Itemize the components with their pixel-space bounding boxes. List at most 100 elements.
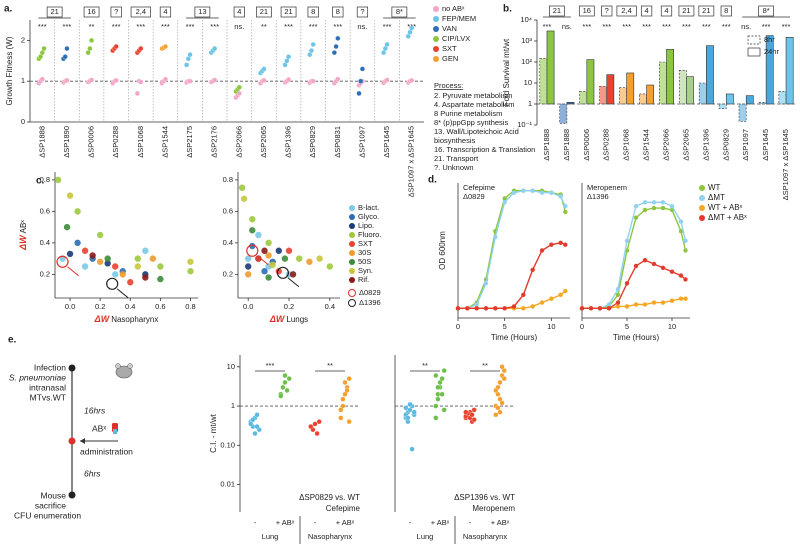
y-tick-label: 0.4	[40, 238, 50, 247]
significance-label: ***	[38, 22, 47, 31]
group-label: Lung	[417, 532, 434, 541]
bar	[619, 87, 627, 105]
data-point	[338, 415, 344, 421]
process-label: 8	[311, 7, 315, 16]
y-axis-label-part: ΔW	[18, 234, 28, 251]
series-line	[582, 207, 687, 310]
x-tick-label: ΔSP2066	[661, 129, 670, 161]
data-point	[660, 300, 666, 305]
significance-label: ***	[622, 22, 631, 31]
data-point	[66, 192, 74, 199]
bar	[698, 82, 707, 105]
bar	[626, 72, 635, 105]
data-point	[254, 424, 260, 430]
data-point	[212, 77, 218, 83]
data-point	[261, 268, 268, 275]
diagram-text: ABˣ	[92, 423, 106, 433]
data-point	[683, 277, 688, 282]
annotation: Meropenem	[587, 183, 627, 192]
y-tick-label: 0	[21, 117, 25, 126]
data-point	[66, 250, 74, 258]
x-axis-label-part: ΔW	[269, 314, 286, 324]
legend-label: 50S	[358, 257, 371, 266]
x-tick-label: -	[409, 518, 412, 527]
data-point	[74, 208, 81, 215]
legend-label: ΔMT	[708, 193, 725, 202]
process-box	[660, 5, 673, 17]
process-label: 21	[702, 6, 710, 15]
process-box	[130, 6, 151, 18]
x-axis-label-part: Lungs	[286, 315, 308, 324]
data-point	[633, 203, 639, 209]
diagram-text: MTvs.WT	[30, 392, 66, 402]
data-point	[433, 403, 439, 409]
legend-marker	[747, 47, 761, 57]
series-line	[458, 190, 567, 310]
legend-marker	[349, 259, 355, 265]
process-box	[698, 5, 715, 17]
data-point	[683, 248, 688, 253]
legend-marker	[348, 289, 356, 297]
series-line	[582, 201, 687, 310]
x-axis-label: Time (Hours)	[491, 333, 538, 342]
data-point	[539, 248, 545, 253]
syringe-icon	[113, 429, 117, 434]
data-point	[342, 379, 348, 385]
x-tick-label: -	[469, 518, 472, 527]
data-point	[261, 77, 267, 83]
highlight-ring	[56, 255, 69, 268]
data-point	[411, 409, 417, 415]
significance-label: ***	[582, 22, 591, 31]
legend-label: Δ0829	[359, 288, 381, 297]
data-point	[112, 271, 119, 278]
note: 4. Aspartate metabolism	[434, 100, 514, 109]
y-tick-label: 10³	[521, 36, 532, 45]
legend-marker	[747, 35, 761, 45]
data-point	[606, 302, 612, 307]
significance-label: ns.	[234, 22, 244, 31]
data-point	[384, 41, 390, 48]
protocol-diagram: Infection S. pneumoniae intranasal MTvs.…	[9, 362, 133, 520]
legend-label: B-lact.	[358, 203, 379, 212]
data-point	[539, 190, 545, 195]
x-tick-label: + ABˣ	[276, 518, 295, 527]
data-point	[314, 430, 320, 437]
legend-marker	[349, 250, 355, 256]
y-tick-label: 10	[227, 362, 235, 371]
data-point	[615, 304, 621, 309]
data-point	[597, 306, 603, 311]
x-tick-label: 0.8	[185, 302, 195, 311]
data-point	[278, 393, 284, 399]
data-point	[39, 76, 45, 82]
data-point	[96, 231, 104, 239]
data-point	[142, 274, 149, 281]
panel-label: e.	[8, 335, 17, 346]
data-point	[501, 376, 507, 382]
data-point	[499, 400, 505, 406]
data-point	[286, 376, 292, 382]
x-tick-label: 0.2	[284, 302, 294, 311]
significance-label: ***	[63, 22, 72, 31]
data-point	[104, 260, 111, 267]
data-point	[358, 78, 364, 84]
data-point	[87, 46, 93, 52]
x-tick-label: ΔSP0829	[721, 129, 730, 161]
process-label: ?	[114, 7, 118, 16]
data-point	[502, 196, 507, 201]
data-point	[236, 84, 242, 90]
data-point	[308, 48, 315, 54]
x-tick-label: ΔSP2066	[234, 126, 243, 158]
data-point	[683, 238, 688, 244]
data-point	[265, 252, 272, 259]
y-tick-label: 10⁻¹	[517, 120, 532, 129]
significance-label: ***	[702, 22, 711, 31]
data-point	[403, 405, 409, 411]
data-point	[521, 292, 526, 298]
diagram-text: S. pneumoniae	[9, 372, 66, 382]
data-point	[493, 387, 499, 393]
process-box	[678, 5, 695, 17]
bar	[725, 93, 734, 105]
significance-label: ***	[112, 22, 121, 31]
significance-label: ***	[161, 22, 170, 31]
